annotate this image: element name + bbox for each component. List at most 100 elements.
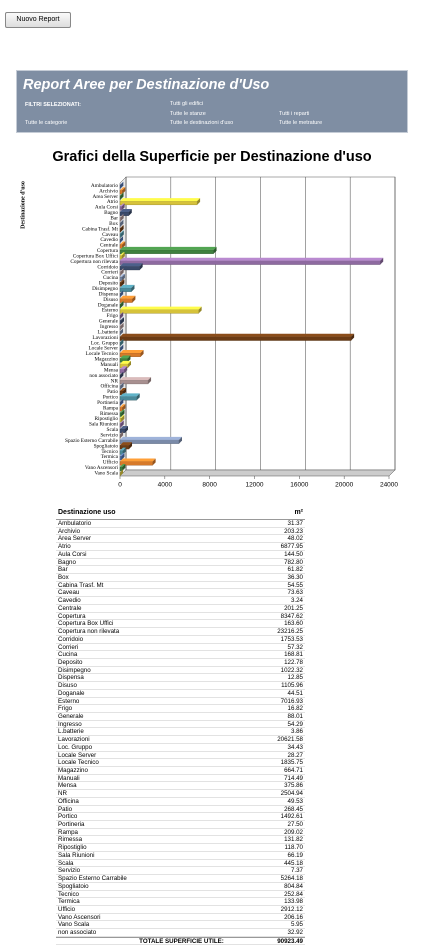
area-cell: 209.02 [284, 828, 303, 836]
name-cell: Bagno [58, 558, 76, 566]
table-row: Deposito 122.78 [56, 659, 305, 667]
bar-top [120, 241, 126, 245]
bar-top [120, 453, 125, 457]
bar-top [120, 187, 126, 191]
table-row: Lavorazioni 20621.58 [56, 736, 305, 744]
table-row: Locale Server 28.27 [56, 752, 305, 760]
y-tick-label: Corridoio [97, 264, 118, 270]
bar-top [120, 387, 127, 391]
bar-top [120, 377, 152, 381]
name-cell: Area Server [58, 535, 92, 543]
bar-top [120, 279, 125, 283]
bar-side [120, 181, 124, 189]
bar [119, 214, 124, 222]
bar [119, 328, 124, 336]
table-row: Box 36.30 [56, 574, 305, 582]
bar [119, 387, 127, 395]
bar-top [120, 431, 124, 435]
bar-top [120, 350, 144, 354]
y-tick-label: Disuso [103, 297, 118, 303]
new-report-button[interactable]: Nuovo Report [5, 12, 71, 28]
area-cell: 73.63 [287, 589, 303, 597]
table-row: Area Server 48.02 [56, 535, 305, 544]
bar-top [120, 306, 202, 310]
y-tick-label: Portico [103, 395, 119, 401]
y-tick-label: Ufficio [103, 459, 119, 466]
name-cell: Corridoio [58, 635, 84, 643]
table-row: Cabina Trasf. Mt 54.55 [56, 582, 305, 590]
name-cell: Magazzino [58, 767, 88, 774]
y-tick-label: Patio [107, 389, 118, 395]
bar [119, 246, 217, 254]
area-cell: 252.84 [284, 890, 303, 898]
bar [119, 284, 135, 292]
y-tick-label: Caveau [102, 232, 118, 238]
table-row: Copertura non rilevata 23216.25 [56, 628, 305, 636]
bar [119, 371, 124, 379]
name-cell: Ufficio [58, 905, 76, 913]
bar [119, 274, 125, 282]
bar-side [120, 344, 124, 352]
bar-top [120, 366, 128, 370]
name-cell: Cucina [58, 651, 78, 659]
y-tick-label: L.batterie [98, 329, 119, 335]
table-row: Loc. Gruppo 34.43 [56, 744, 305, 752]
bar [119, 377, 152, 385]
bar [119, 350, 144, 357]
table-row: Caveau 73.63 [56, 589, 305, 598]
table-row: NR 2504.94 [56, 790, 305, 798]
bar-top [120, 284, 135, 288]
bar [119, 420, 124, 428]
y-tick-label: Vano Ascensori [85, 465, 119, 471]
y-tick-label: Bar [110, 215, 118, 221]
area-cell: 90923.49 [277, 937, 303, 945]
name-cell: Cabina Trasf. Mt [58, 581, 104, 589]
bar-top [120, 263, 143, 267]
area-cell: 20621.58 [277, 736, 303, 744]
area-cell: 144.50 [284, 550, 303, 558]
name-cell: Box [58, 574, 69, 582]
bar [119, 257, 384, 265]
bar-front [119, 228, 121, 233]
bar-side [121, 274, 125, 281]
name-cell: Rampa [58, 828, 78, 836]
name-cell: Esterno [58, 697, 80, 705]
chart-title: Grafici della Superficie per Destinazion… [52, 149, 371, 165]
area-cell: 201.25 [284, 604, 303, 612]
bar [119, 469, 124, 477]
y-tick-label: Cavedio [100, 237, 118, 243]
bar-side [121, 203, 125, 211]
bar-side [123, 387, 127, 395]
y-tick-label: Ripostiglio [94, 416, 118, 422]
bar-front [119, 385, 121, 390]
y-tick-label: Copertura Box Uffici [73, 252, 119, 259]
bar [119, 442, 133, 450]
table-row: Generale 88.01 [56, 713, 305, 721]
bar-front [119, 255, 122, 260]
area-cell: 168.81 [284, 651, 303, 659]
y-tick-label: Doganale [98, 302, 119, 308]
bar-side [122, 463, 126, 471]
y-tick-label: Termica [101, 454, 119, 460]
table-row: Mensa 375.86 [56, 782, 305, 791]
bar-side [128, 208, 132, 216]
area-cell: 118.70 [284, 844, 303, 852]
bar-top [120, 214, 124, 218]
y-tick-label: Manuali [100, 362, 118, 368]
table-row: Spogliatoio 804.84 [56, 883, 305, 891]
bar [119, 322, 124, 330]
bar-front [119, 423, 121, 428]
bar [119, 312, 124, 319]
y-tick-label: Frigo [107, 313, 119, 319]
y-tick-label: Esterno [102, 308, 119, 314]
bar-side [140, 350, 144, 357]
bar-side [122, 187, 126, 195]
bar-top [120, 333, 355, 337]
area-cell: m² [294, 509, 303, 516]
bar-top [120, 192, 124, 196]
y-tick-label: Rampa [103, 405, 119, 411]
bar-side [121, 453, 125, 460]
table-row: Manuali 714.49 [56, 775, 305, 783]
table-row: Cucina 168.81 [56, 651, 305, 659]
data-table: Destinazione uso m² Ambulatorio 31.37 Archiv… [56, 507, 305, 945]
